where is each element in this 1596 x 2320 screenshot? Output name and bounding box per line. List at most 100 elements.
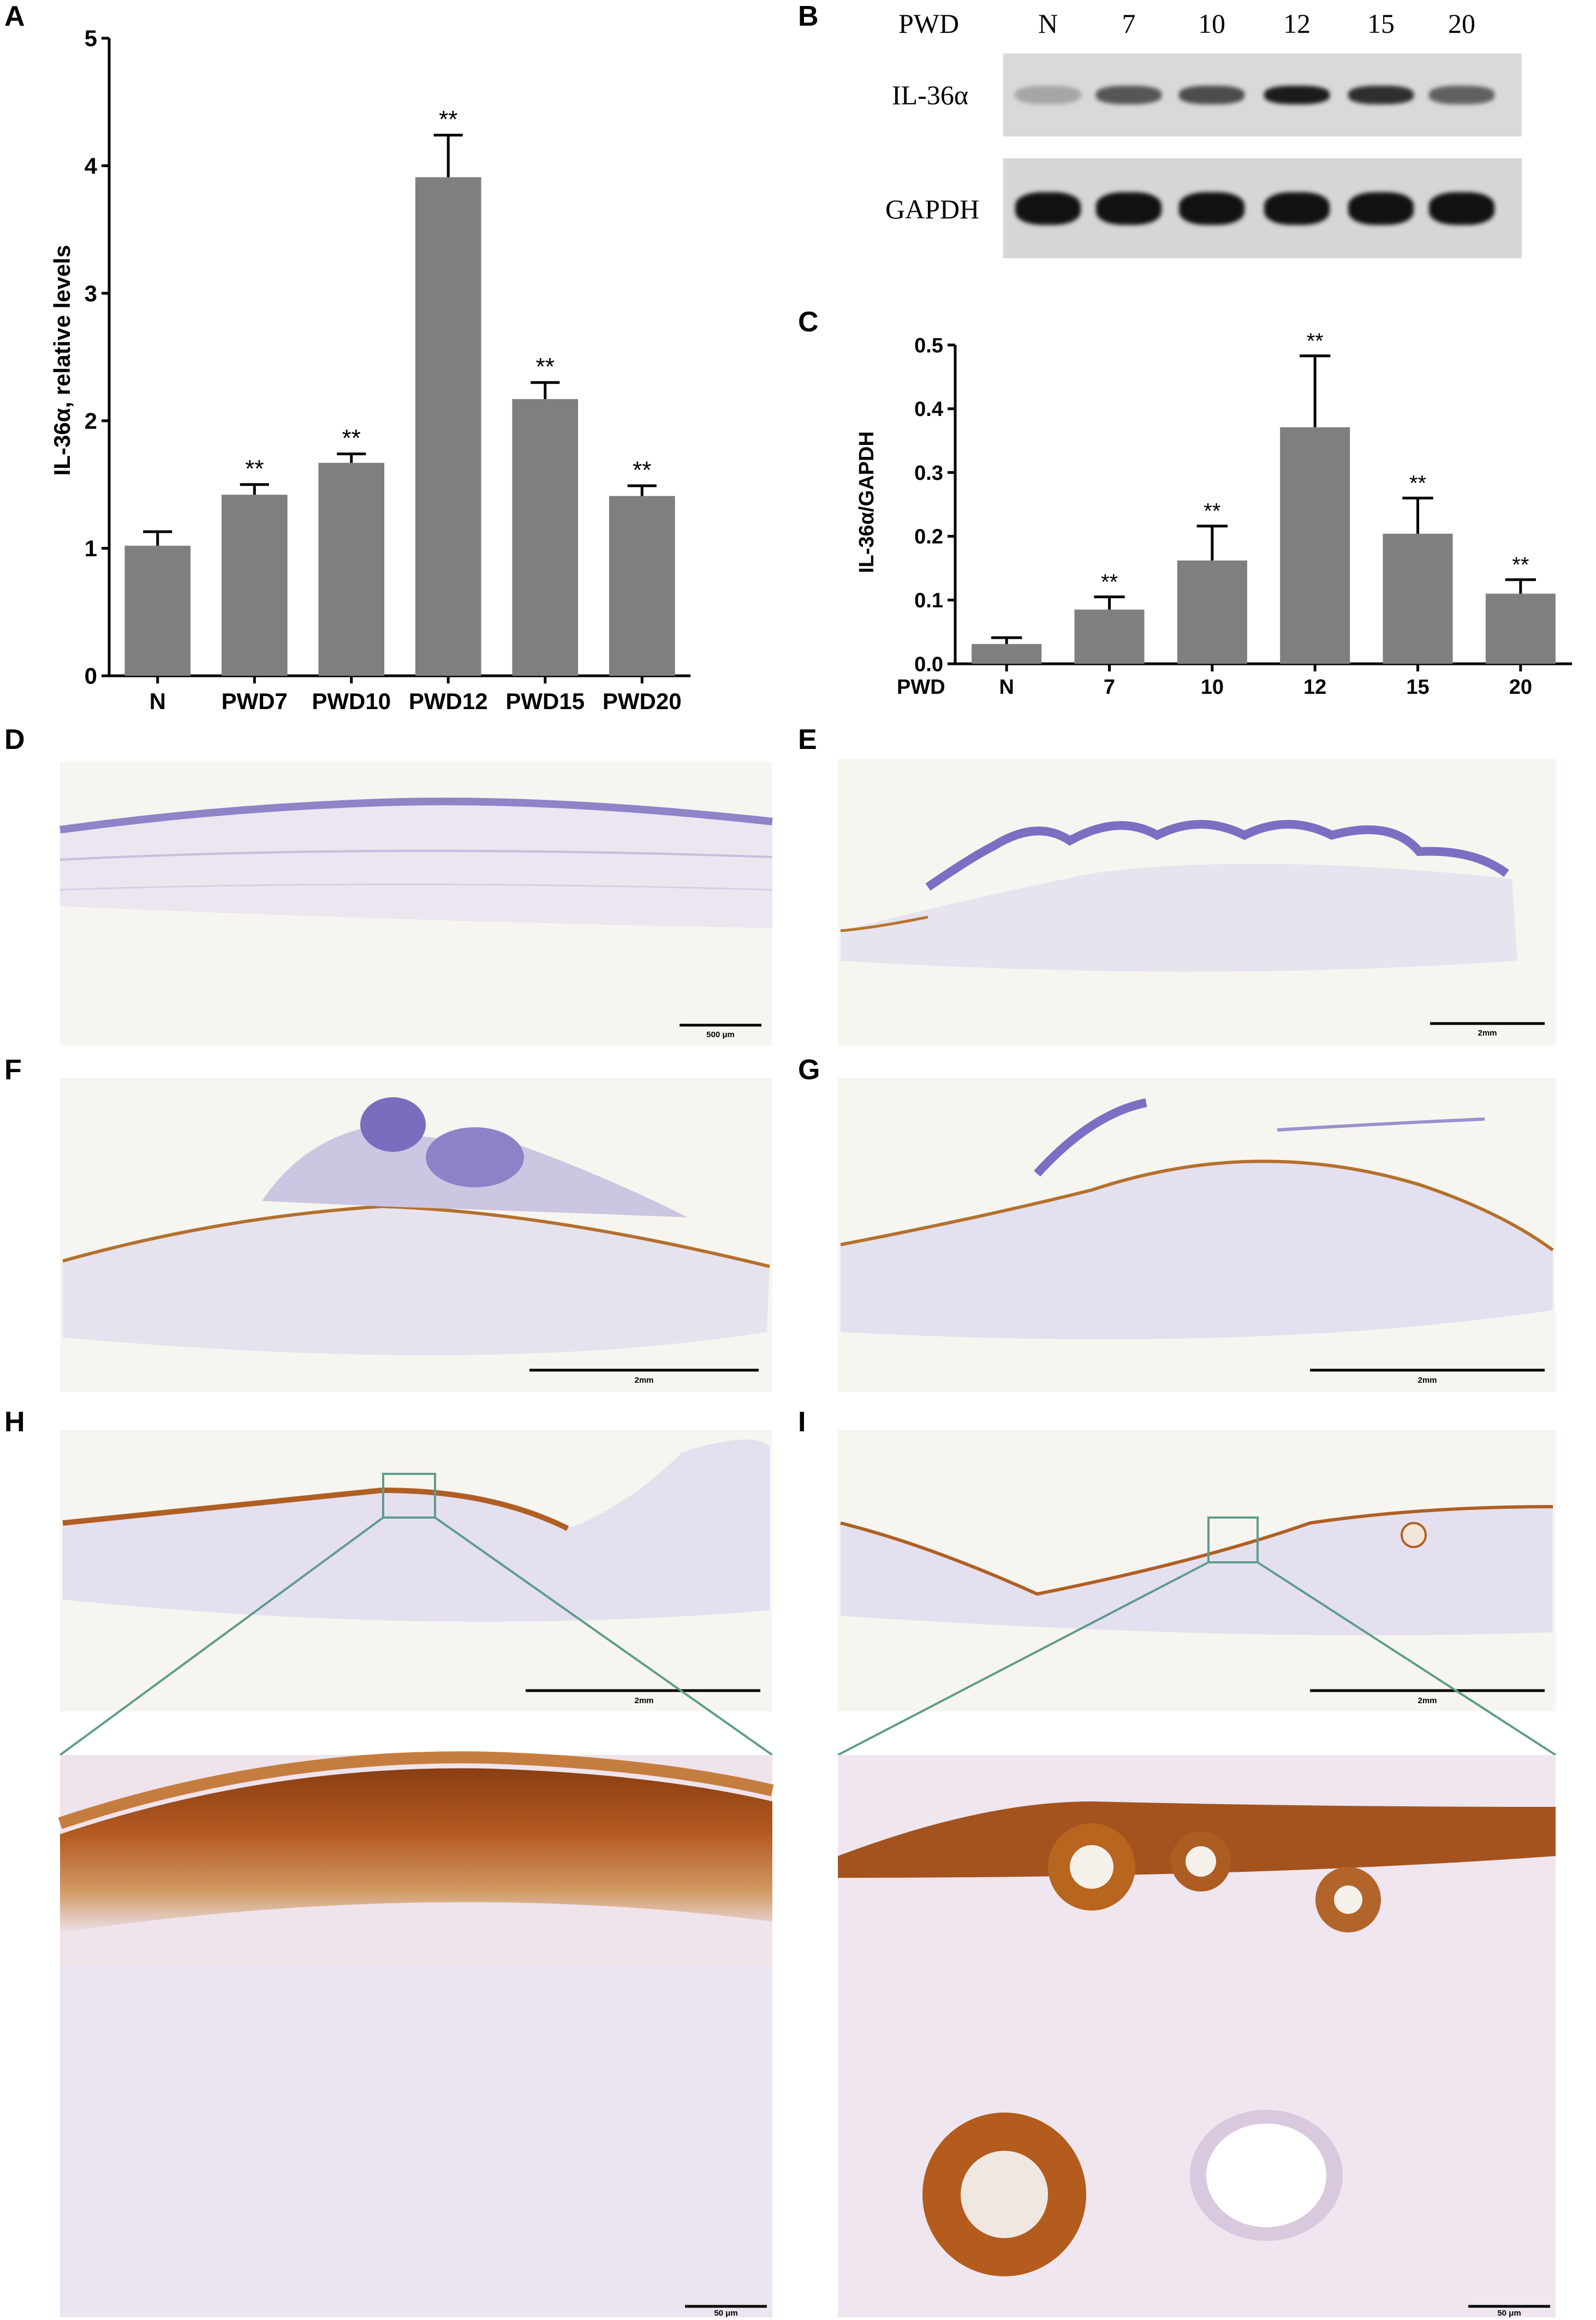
inset-box-h (382, 1473, 436, 1519)
y-tick-label: 1 (85, 536, 97, 561)
bar (1280, 427, 1350, 664)
blot-band (1264, 86, 1330, 104)
x-axis-prefix: PWD (897, 676, 945, 699)
histology-zoom-i (838, 1755, 1556, 2317)
x-tick-label: PWD20 (603, 688, 682, 714)
scale-label-f: 2mm (634, 1376, 653, 1385)
bar (972, 644, 1042, 664)
significance-label: ** (1307, 329, 1324, 353)
y-tick-label: 0.2 (914, 526, 943, 549)
x-tick-label: 20 (1509, 676, 1532, 699)
significance-label: ** (245, 456, 264, 483)
y-tick-label: 3 (85, 281, 97, 306)
blot-lane-label: N (1038, 8, 1058, 39)
blot-row-label-gapdh: GAPDH (885, 194, 980, 224)
blot-lane-label: 15 (1367, 8, 1395, 39)
histology-panel-d (59, 762, 773, 1045)
blot-band (1348, 86, 1414, 104)
chart-c: 0.0 0.1 0.2 0.3 0.4 0.5 IL-36α/GAPDH N 7 ** 10 ** 12… (855, 329, 1572, 699)
y-tick-label: 0.0 (914, 653, 943, 676)
significance-label: ** (342, 425, 361, 452)
significance-label: ** (439, 106, 457, 133)
significance-label: ** (1101, 570, 1118, 594)
bar (1485, 593, 1556, 664)
scale-label-i: 2mm (1418, 1696, 1437, 1705)
blot-strip-il36a (1003, 53, 1522, 136)
x-tick-label: 15 (1406, 676, 1429, 699)
panel-label-b: B (798, 1, 819, 32)
panel-label-g: G (798, 1054, 820, 1086)
panel-label-i: I (798, 1406, 806, 1438)
panel-label-h: H (4, 1406, 25, 1438)
blot-header-label: PWD (898, 8, 960, 39)
x-tick-label: N (999, 676, 1014, 699)
blot-band (1264, 192, 1330, 225)
y-tick-label: 0.5 (914, 334, 943, 357)
panel-label-c: C (798, 306, 819, 338)
x-tick-label: PWD15 (505, 688, 585, 714)
y-tick-label: 4 (85, 153, 98, 179)
blot-band (1179, 192, 1244, 225)
histology-panel-e (838, 759, 1556, 1045)
bar (1177, 560, 1247, 664)
blot-band (1096, 192, 1162, 225)
x-tick-label: 12 (1303, 676, 1326, 699)
bar (609, 496, 675, 676)
blot-band (1179, 86, 1244, 104)
panel-label-e: E (798, 724, 817, 756)
blot-lane-label: 20 (1448, 8, 1475, 39)
bar (124, 545, 191, 676)
x-tick-label: N (150, 688, 166, 714)
scale-label-e: 2mm (1478, 1028, 1497, 1038)
western-blot: PWD N 7 10 12 15 20 IL-36α GAPDH (873, 0, 1594, 262)
histology-zoom-h (58, 1751, 774, 2317)
x-tick-label: 10 (1201, 676, 1224, 699)
scale-label-h: 2mm (634, 1696, 653, 1705)
histology-panel-i (837, 1430, 1557, 1756)
blot-band (1015, 86, 1081, 104)
blot-band (1348, 192, 1414, 225)
bar (1383, 533, 1453, 664)
panel-label-d: D (4, 724, 25, 756)
histology-panel-f (60, 1078, 772, 1392)
blot-lane-label: 12 (1283, 8, 1311, 39)
blot-band (1429, 192, 1494, 225)
y-tick-label: 0 (85, 663, 97, 689)
x-tick-label: PWD10 (312, 688, 391, 714)
y-tick-label: 2 (85, 408, 97, 434)
blot-band (1429, 86, 1494, 104)
blot-band (1096, 86, 1162, 104)
chart-a: 0 1 2 3 4 5 IL-36α, relative levels N PWD7 ** PWD1… (49, 26, 690, 714)
scale-label-d: 500 μm (706, 1030, 735, 1039)
panel-label-f: F (4, 1054, 22, 1086)
significance-label: ** (633, 457, 651, 484)
bar (318, 462, 385, 676)
y-tick-label: 0.3 (914, 462, 943, 485)
panel-label-a: A (4, 1, 25, 32)
bar (221, 495, 288, 676)
histology-panel-g (838, 1078, 1556, 1392)
blot-lane-label: 7 (1122, 8, 1136, 39)
blot-row-label-il36a: IL-36α (892, 80, 969, 110)
bar (415, 177, 481, 676)
significance-label: ** (536, 354, 555, 380)
histology-panel-h (59, 1430, 773, 1756)
scale-label-i-zoom: 50 μm (1497, 2309, 1521, 2318)
blot-band (1015, 192, 1081, 225)
blot-lane-label: 10 (1198, 8, 1225, 39)
scale-label-g: 2mm (1418, 1376, 1437, 1385)
inset-box-i (1207, 1516, 1259, 1563)
x-tick-label: 7 (1104, 676, 1115, 699)
y-tick-label: 0.4 (914, 398, 943, 421)
y-tick-label: 5 (85, 26, 97, 51)
x-tick-label: PWD12 (409, 688, 488, 714)
y-tick-label: 0.1 (914, 590, 943, 612)
y-axis-label: IL-36α, relative levels (49, 245, 75, 476)
y-axis-label: IL-36α/GAPDH (855, 431, 878, 573)
x-tick-label: PWD7 (222, 688, 288, 714)
significance-label: ** (1204, 499, 1220, 524)
scale-label-h-zoom: 50 μm (714, 2309, 737, 2318)
significance-label: ** (1512, 553, 1529, 577)
blot-strip-gapdh (1003, 158, 1522, 258)
